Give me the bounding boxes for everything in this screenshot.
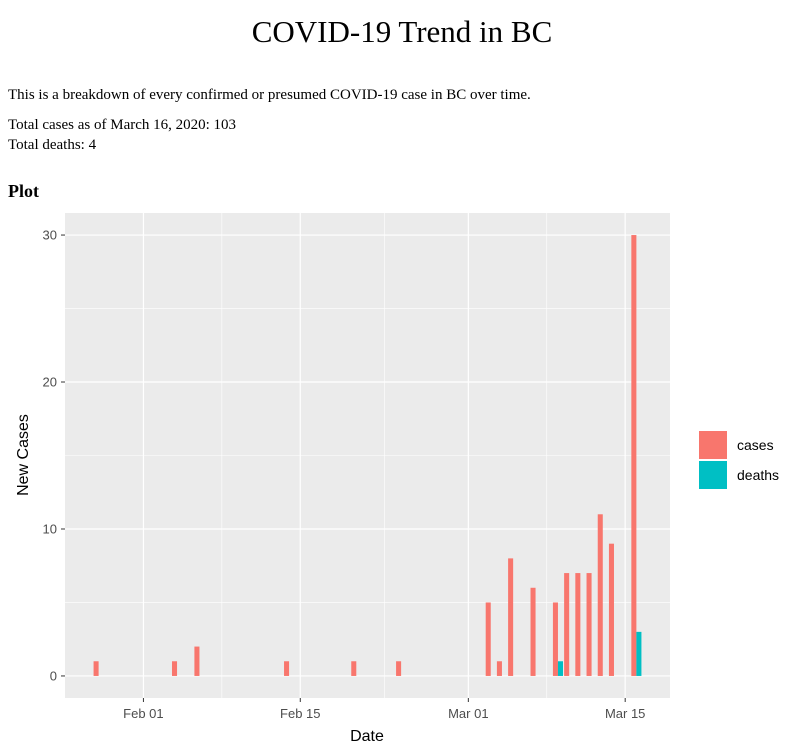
x-axis: Feb 01 Feb 15 Mar 01 Mar 15 [123,698,645,721]
x-tick-label: Mar 01 [448,706,488,721]
y-tick-label: 10 [43,521,57,536]
bar-cases [351,661,357,676]
bar-cases [631,235,637,676]
bar-cases [284,661,290,676]
bar-cases [575,573,581,676]
y-axis: 0 10 20 30 [43,228,65,683]
bar-cases [586,573,592,676]
y-tick-label: 0 [50,668,57,683]
bar-cases [396,661,402,676]
grid-major [65,213,670,698]
legend-label-cases: cases [737,437,774,453]
bar-cases [485,602,491,676]
bar-cases [93,661,99,676]
bar-cases [194,646,200,676]
legend-label-deaths: deaths [737,467,779,483]
legend-key-deaths [699,461,727,489]
y-tick-label: 30 [43,228,57,243]
x-axis-title: Date [350,728,384,745]
bar-deaths [636,631,642,676]
bars [93,235,642,676]
page-title: COVID-19 Trend in BC [251,14,553,49]
y-tick-label: 20 [43,375,57,390]
total-deaths-text: Total deaths: 4 [8,137,97,153]
bar-deaths [557,661,564,676]
description-text: This is a breakdown of every confirmed o… [8,87,531,103]
bar-cases [496,661,502,676]
bar-cases [597,514,603,676]
bar-cases [171,661,178,676]
plot-section-heading: Plot [8,181,39,201]
x-tick-label: Feb 15 [280,706,320,721]
legend: cases deaths [699,431,779,489]
bar-cases [508,558,514,676]
legend-key-cases [699,431,727,459]
y-axis-title: New Cases [15,414,32,496]
x-tick-label: Mar 15 [605,706,645,721]
bar-cases [530,587,536,676]
bar-cases [552,602,558,676]
x-tick-label: Feb 01 [123,706,163,721]
total-cases-text: Total cases as of March 16, 2020: 103 [8,117,237,133]
bar-cases [608,543,614,676]
bar-cases [564,573,570,676]
